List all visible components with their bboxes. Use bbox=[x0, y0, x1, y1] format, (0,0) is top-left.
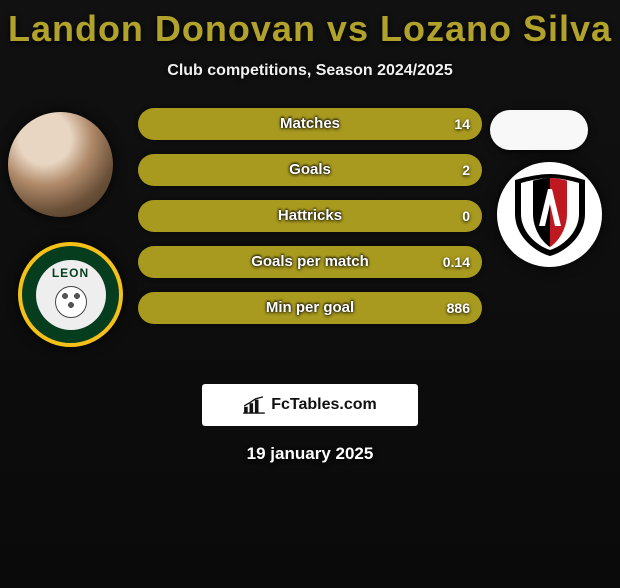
bar-value-right: 0 bbox=[462, 200, 470, 232]
club-left-label: LEON bbox=[52, 266, 89, 280]
bar-value-right: 2 bbox=[462, 154, 470, 186]
page-title: Landon Donovan vs Lozano Silva bbox=[0, 8, 620, 50]
comparison-stage: LEON Matches14 Goals2 Hattricks0 Goals per … bbox=[0, 100, 620, 370]
watermark-text: FcTables.com bbox=[271, 396, 377, 414]
player-left-photo bbox=[8, 112, 113, 217]
stat-bar-row: Goals per match0.14 bbox=[138, 246, 482, 278]
bar-chart-icon bbox=[243, 396, 265, 414]
stat-bar-row: Hattricks0 bbox=[138, 200, 482, 232]
bar-value-right: 0.14 bbox=[443, 246, 470, 278]
watermark: FcTables.com bbox=[202, 384, 418, 426]
bar-fill-right bbox=[138, 154, 482, 186]
shield-icon bbox=[515, 174, 585, 256]
stat-bar-row: Min per goal886 bbox=[138, 292, 482, 324]
soccer-ball-icon bbox=[55, 286, 87, 318]
bar-fill-right bbox=[138, 292, 482, 324]
stat-bars: Matches14 Goals2 Hattricks0 Goals per match… bbox=[138, 108, 482, 338]
stat-bar-row: Matches14 bbox=[138, 108, 482, 140]
club-right-logo bbox=[497, 162, 602, 267]
date-label: 19 january 2025 bbox=[0, 444, 620, 464]
bar-value-right: 14 bbox=[454, 108, 470, 140]
bar-fill-right bbox=[138, 108, 482, 140]
stat-bar-row: Goals2 bbox=[138, 154, 482, 186]
bar-fill-right bbox=[138, 246, 482, 278]
subtitle: Club competitions, Season 2024/2025 bbox=[0, 62, 620, 80]
bar-fill-right bbox=[138, 200, 482, 232]
club-left-logo: LEON bbox=[18, 242, 123, 347]
bar-value-right: 886 bbox=[447, 292, 470, 324]
player-right-photo bbox=[490, 110, 588, 150]
